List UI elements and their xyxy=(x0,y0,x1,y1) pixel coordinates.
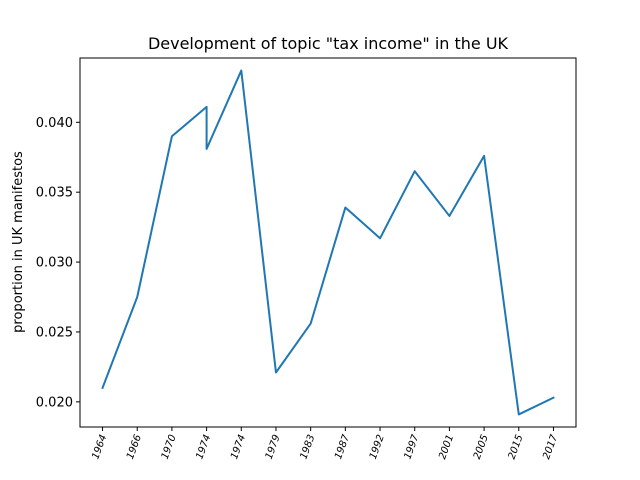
data-point xyxy=(206,148,208,150)
data-point xyxy=(206,106,208,108)
y-tick-label: 0.020 xyxy=(36,395,73,410)
data-point xyxy=(552,397,554,399)
series-line xyxy=(101,69,555,416)
data-point xyxy=(448,215,450,217)
data-point xyxy=(414,170,416,172)
chart-title: Development of topic "tax income" in the… xyxy=(148,34,509,53)
data-point xyxy=(518,413,520,415)
data-point xyxy=(310,323,312,325)
data-point xyxy=(171,135,173,137)
data-point xyxy=(275,371,277,373)
data-point xyxy=(483,155,485,157)
y-tick-label: 0.025 xyxy=(36,325,73,340)
series-layer xyxy=(101,69,555,416)
y-tick-label: 0.040 xyxy=(36,116,73,131)
y-tick-label: 0.030 xyxy=(36,256,73,271)
data-point xyxy=(379,237,381,239)
data-point xyxy=(102,387,104,389)
y-axis-label: proportion in UK manifestos xyxy=(11,151,26,333)
plot-area-frame xyxy=(79,57,577,428)
y-tick-label: 0.035 xyxy=(36,186,73,201)
y-axis-ticks: 0.020 0.025 0.030 0.035 0.040 xyxy=(36,116,80,410)
data-point xyxy=(136,296,138,298)
data-point xyxy=(240,70,242,72)
data-point xyxy=(344,207,346,209)
